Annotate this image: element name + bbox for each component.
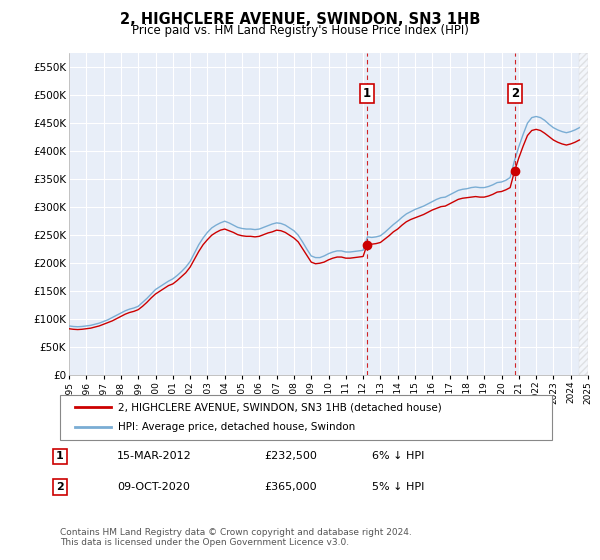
Text: 2, HIGHCLERE AVENUE, SWINDON, SN3 1HB (detached house): 2, HIGHCLERE AVENUE, SWINDON, SN3 1HB (d… (118, 402, 442, 412)
Text: 5% ↓ HPI: 5% ↓ HPI (372, 482, 424, 492)
Text: 2, HIGHCLERE AVENUE, SWINDON, SN3 1HB: 2, HIGHCLERE AVENUE, SWINDON, SN3 1HB (120, 12, 480, 27)
Text: 6% ↓ HPI: 6% ↓ HPI (372, 451, 424, 461)
Text: Price paid vs. HM Land Registry's House Price Index (HPI): Price paid vs. HM Land Registry's House … (131, 24, 469, 36)
Text: 1: 1 (56, 451, 64, 461)
Text: 2: 2 (511, 87, 519, 100)
Text: 2: 2 (56, 482, 64, 492)
Text: Contains HM Land Registry data © Crown copyright and database right 2024.
This d: Contains HM Land Registry data © Crown c… (60, 528, 412, 547)
Text: 1: 1 (362, 87, 371, 100)
Text: 15-MAR-2012: 15-MAR-2012 (117, 451, 192, 461)
Text: 09-OCT-2020: 09-OCT-2020 (117, 482, 190, 492)
Bar (580, 53, 588, 375)
Text: HPI: Average price, detached house, Swindon: HPI: Average price, detached house, Swin… (118, 422, 355, 432)
Text: £232,500: £232,500 (264, 451, 317, 461)
Text: £365,000: £365,000 (264, 482, 317, 492)
